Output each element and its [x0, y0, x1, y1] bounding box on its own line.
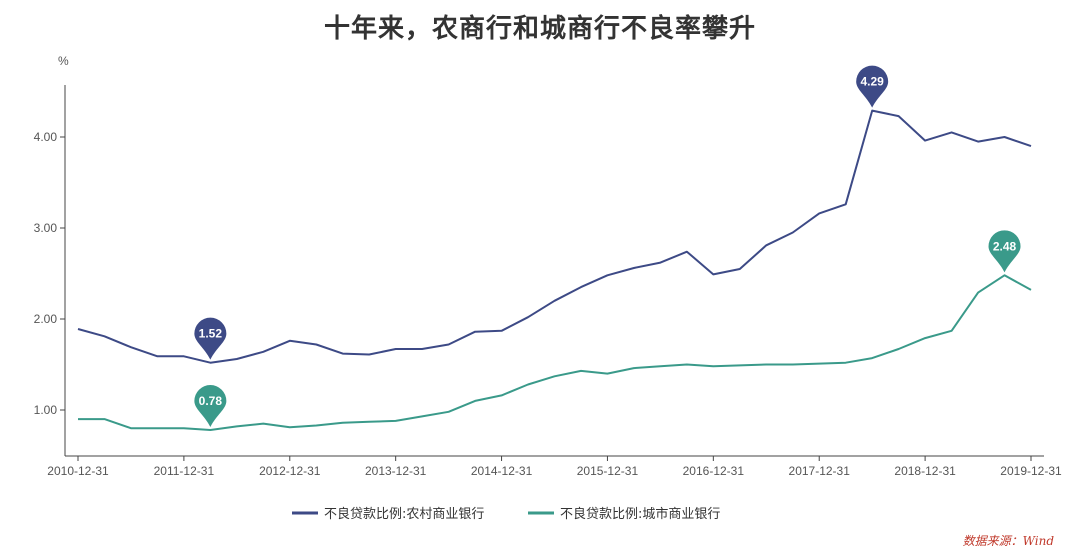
data-pin-marker	[988, 230, 1021, 273]
x-tick-label: 2010-12-31	[47, 464, 109, 478]
data-pin-marker	[194, 317, 227, 360]
x-tick-label: 2014-12-31	[471, 464, 533, 478]
x-tick-label: 2011-12-31	[154, 464, 215, 478]
x-tick-label: 2016-12-31	[683, 464, 745, 478]
data-pin-marker	[194, 385, 227, 428]
x-tick-label: 2019-12-31	[1000, 464, 1062, 478]
series-line-city-commercial-banks	[78, 274, 1032, 431]
data-pin-label: 4.29	[860, 75, 884, 89]
y-tick-label: 1.00	[34, 403, 58, 417]
data-pin-label: 2.48	[993, 239, 1017, 253]
data-pin-label: 0.78	[199, 394, 223, 408]
legend-label: 不良贷款比例:农村商业银行	[324, 506, 484, 522]
y-tick-label: 2.00	[34, 312, 58, 326]
chart-title: 十年来，农商行和城商行不良率攀升	[323, 14, 756, 44]
y-axis-unit: %	[58, 54, 69, 68]
y-tick-label: 3.00	[34, 221, 58, 235]
source-note: 数据来源：Wind	[962, 534, 1054, 548]
data-pin-marker	[856, 65, 889, 108]
x-tick-label: 2012-12-31	[259, 464, 321, 478]
x-tick-label: 2017-12-31	[789, 464, 851, 478]
x-tick-label: 2013-12-31	[365, 464, 427, 478]
x-tick-label: 2015-12-31	[577, 464, 639, 478]
data-pin-label: 1.52	[199, 327, 223, 341]
y-tick-label: 4.00	[34, 130, 58, 144]
x-tick-label: 2018-12-31	[894, 464, 956, 478]
series-line-rural-commercial-banks	[77, 109, 1032, 364]
legend-label: 不良贷款比例:城市商业银行	[560, 506, 720, 522]
